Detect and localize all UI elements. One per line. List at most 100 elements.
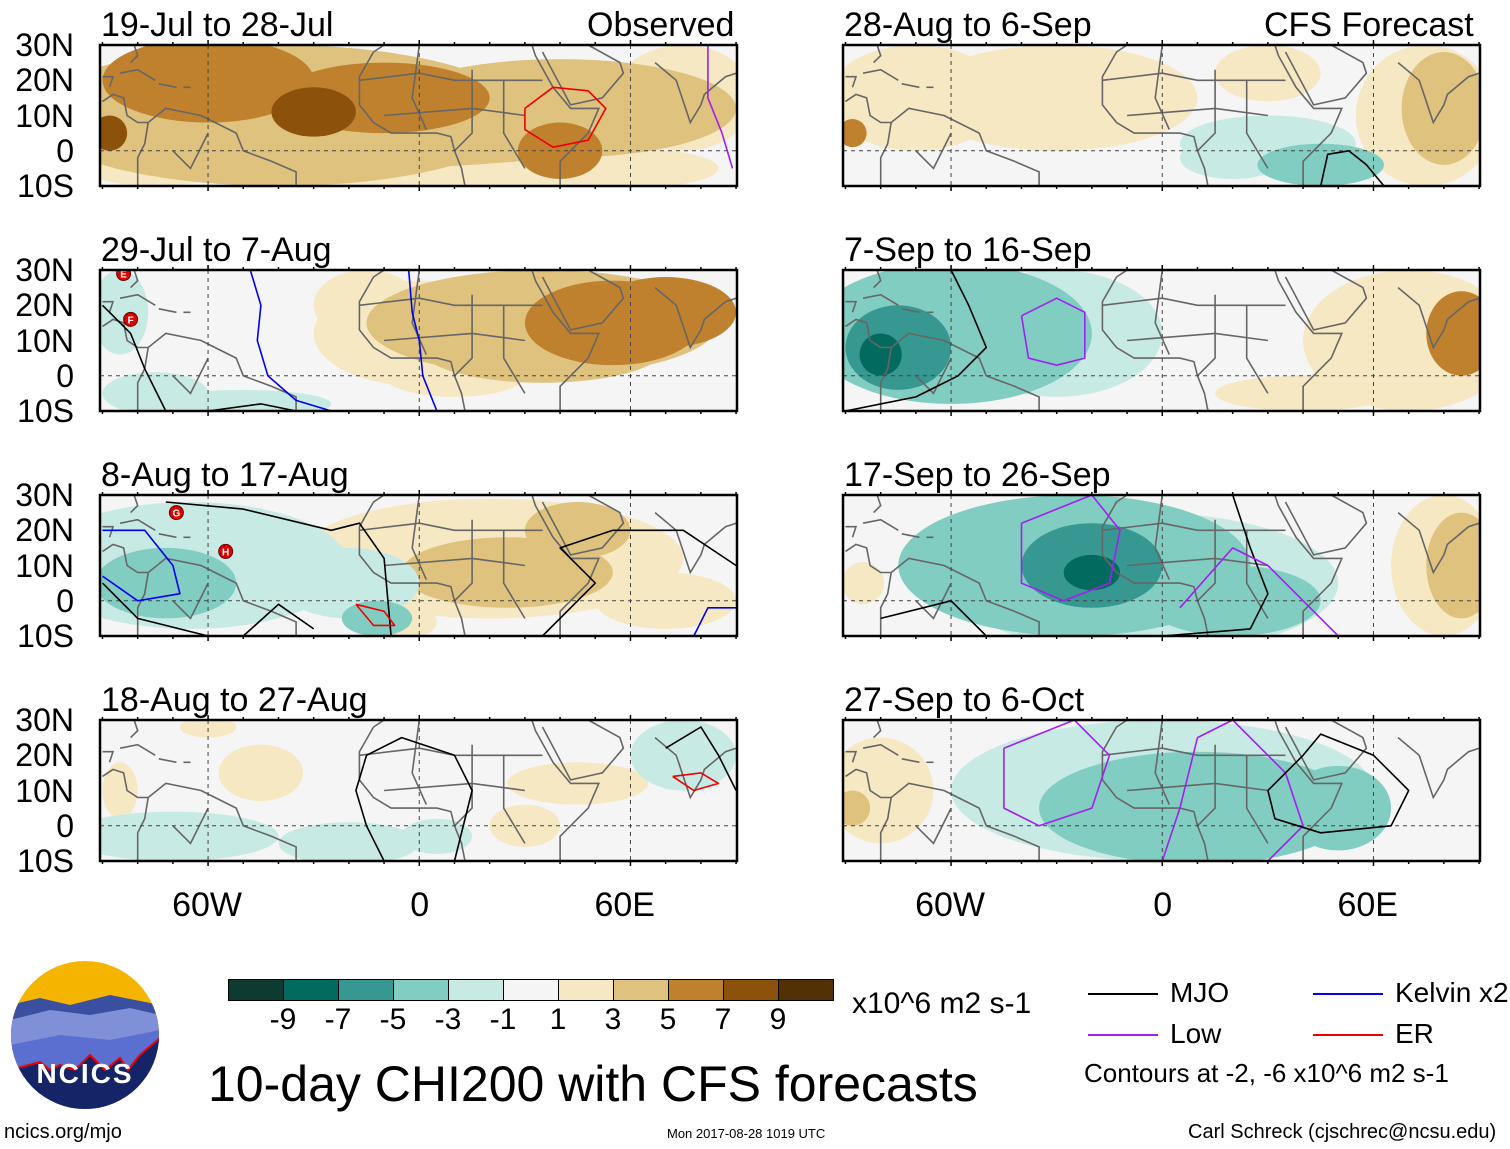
- lat-tick-label: 10S: [17, 618, 74, 654]
- legend-line: [1313, 1034, 1383, 1036]
- coastline: [531, 45, 601, 186]
- coastline: [102, 768, 149, 799]
- anomaly-region: [102, 372, 209, 411]
- lat-tick-label: 0: [56, 582, 74, 619]
- lat-tick-label: 10S: [17, 393, 74, 429]
- anomaly-region: [102, 45, 314, 123]
- coastline: [102, 525, 115, 538]
- anomaly-region: [1285, 765, 1392, 851]
- colorbar-swatch: [613, 979, 669, 1001]
- coastline: [1397, 736, 1480, 800]
- coastline: [119, 293, 156, 306]
- kelvin-contour: [249, 270, 332, 411]
- panel-frame: [98, 43, 739, 188]
- coastline: [136, 782, 297, 861]
- mjo-contour: [665, 726, 737, 791]
- anomaly-region: [630, 720, 737, 791]
- coastline: [172, 132, 209, 170]
- coastline: [901, 83, 920, 89]
- coastline: [136, 557, 297, 636]
- colorbar-label: 1: [549, 1003, 567, 1036]
- coastline: [873, 720, 882, 739]
- mjo-contour: [101, 304, 167, 411]
- panel-frame: [98, 718, 739, 863]
- logo-text: NCICS: [36, 1058, 133, 1089]
- mjo-contour: [242, 603, 315, 636]
- coastline: [1101, 720, 1209, 861]
- kelvin-contour: [693, 607, 737, 636]
- coastline: [541, 720, 625, 781]
- anomaly-region: [102, 762, 138, 819]
- coastline: [453, 294, 473, 377]
- coastline: [1284, 45, 1368, 106]
- colorbar-label: -7: [324, 1003, 352, 1036]
- coastline: [453, 744, 473, 827]
- legend-label: ER: [1395, 1018, 1434, 1049]
- coastline: [654, 736, 737, 800]
- mjo-contour: [541, 529, 737, 636]
- coastline: [130, 45, 139, 64]
- coastline: [158, 308, 177, 314]
- er-contour: [355, 603, 396, 627]
- coastline: [1397, 61, 1480, 125]
- map-panel: GH: [98, 490, 739, 641]
- coastline: [358, 720, 466, 861]
- coastline: [845, 525, 858, 538]
- colorbar-units: x10^6 m2 s-1: [852, 987, 1032, 1020]
- coastline: [879, 107, 1040, 186]
- coastline: [1196, 744, 1216, 827]
- coastline: [130, 720, 139, 739]
- low-contour: [1020, 297, 1086, 366]
- panel-frame: [841, 268, 1482, 413]
- colorbar-label: -1: [489, 1003, 517, 1036]
- anomaly-region: [100, 115, 128, 151]
- anomaly-region: [524, 502, 631, 559]
- colorbar-label: -5: [379, 1003, 407, 1036]
- coastline: [1154, 720, 1171, 805]
- coastline: [1101, 270, 1209, 411]
- anomaly-region: [100, 270, 149, 355]
- timestamp: Mon 2017-08-28 1019 UTC: [667, 1126, 826, 1141]
- figure-title: 10-day CHI200 with CFS forecasts: [208, 1056, 978, 1112]
- panel-title: 7-Sep to 16-Sep: [844, 231, 1092, 269]
- anomaly-region: [218, 744, 304, 802]
- lon-tick-label: 60W: [172, 886, 242, 924]
- coastline: [845, 768, 892, 799]
- legend-line: [1313, 993, 1383, 995]
- lat-tick-label: 20N: [15, 62, 74, 99]
- map-panel: [841, 490, 1482, 641]
- map-panel: [841, 265, 1482, 416]
- svg-text:F: F: [128, 315, 134, 326]
- map-panel: [98, 40, 739, 191]
- lon-tick-label: 60W: [915, 886, 985, 924]
- lat-tick-label: 20N: [15, 512, 74, 549]
- low-contour: [1020, 495, 1121, 602]
- anomaly-region: [595, 572, 737, 629]
- lat-tick-label: 0: [56, 357, 74, 394]
- coastline: [158, 533, 177, 539]
- mjo-contour: [101, 582, 209, 636]
- lat-tick-label: 30N: [15, 702, 74, 738]
- map-panel: [98, 715, 739, 866]
- coastline: [502, 305, 526, 394]
- site-link[interactable]: ncics.org/mjo: [4, 1121, 122, 1143]
- legend-label: Kelvin x2: [1395, 977, 1509, 1008]
- legend-label: Low: [1170, 1018, 1222, 1049]
- lat-tick-label: 10S: [17, 168, 74, 204]
- coastline: [1245, 755, 1269, 844]
- coastline: [879, 557, 1040, 636]
- panel-frame: [841, 718, 1482, 863]
- panel-title: 17-Sep to 26-Sep: [844, 456, 1111, 494]
- anomaly-region: [1426, 291, 1480, 376]
- tropical-storm-icon: F: [123, 311, 139, 327]
- svg-text:E: E: [120, 270, 127, 281]
- coastline: [136, 107, 297, 186]
- contour-note: Contours at -2, -6 x10^6 m2 s-1: [1084, 1058, 1449, 1088]
- mjo-contour: [880, 600, 987, 636]
- panel-frame: [841, 43, 1482, 188]
- coastline: [1284, 720, 1368, 781]
- coastline: [119, 68, 156, 81]
- map-panel: [841, 715, 1482, 866]
- coastline: [901, 758, 920, 764]
- coastline: [915, 582, 952, 620]
